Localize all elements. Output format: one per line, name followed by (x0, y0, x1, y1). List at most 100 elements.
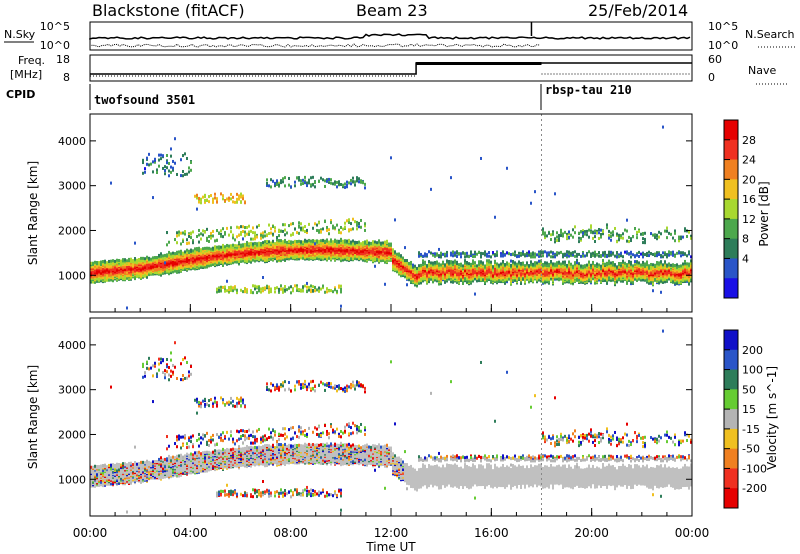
power-pixel (560, 228, 562, 232)
power-pixel (550, 255, 552, 259)
power-pixel (312, 183, 314, 187)
power-pixel (240, 195, 242, 199)
power-pixel (198, 228, 200, 232)
power-pixel (546, 234, 548, 238)
power-pixel (582, 234, 584, 238)
power-pixel (566, 236, 568, 240)
power-pixel (294, 180, 296, 184)
power-pixel (310, 290, 312, 294)
power-pixel (310, 183, 312, 187)
power-pixel (142, 171, 144, 175)
power-pixel (568, 250, 570, 254)
power-pixel (582, 229, 584, 233)
power-pixel (532, 251, 534, 255)
power-pixel (178, 230, 180, 234)
power-pixel (594, 250, 596, 254)
power-pixel (488, 259, 490, 263)
power-pixel (206, 236, 208, 240)
power-pixel (480, 255, 482, 259)
power-pixel (598, 251, 600, 255)
power-pixel (484, 250, 486, 254)
power-pixel (420, 263, 422, 267)
power-pixel (502, 252, 504, 256)
power-pixel (336, 185, 338, 189)
power-pixel (256, 291, 258, 295)
freq-unit-label: [MHz] (10, 68, 42, 81)
power-pixel (302, 178, 304, 182)
power-pixel (344, 221, 346, 225)
power-pixel (314, 239, 316, 243)
power-pixel (238, 241, 240, 245)
power-pixel (238, 233, 240, 237)
power-pixel (342, 239, 344, 243)
power-pixel (184, 250, 186, 254)
power-pixel (454, 253, 456, 257)
power-pixel (486, 254, 488, 258)
power-pixel (586, 229, 588, 233)
power-pixel (266, 233, 268, 237)
power-pixel (150, 257, 152, 261)
power-pixel (364, 240, 366, 244)
power-pixel (262, 289, 264, 293)
power-pixel (284, 223, 286, 227)
power-pixel (160, 252, 162, 256)
power-pixel (158, 153, 160, 157)
power-pixel (230, 192, 232, 196)
power-pixel (296, 231, 298, 235)
power-pixel (210, 247, 212, 251)
power-pixel (542, 232, 544, 236)
power-pixel (190, 160, 192, 164)
power-pixel (326, 228, 328, 232)
power-pixel (520, 253, 522, 257)
power-pixel (322, 178, 324, 182)
power-pixel (164, 253, 166, 257)
power-pixel (228, 286, 230, 290)
power-pixel (210, 236, 212, 240)
power-pixel (356, 227, 358, 231)
power-pixel (198, 246, 200, 250)
power-pixel (344, 185, 346, 189)
power-pixel (186, 238, 188, 242)
power-pixel (480, 251, 482, 255)
power-pixel (424, 252, 426, 256)
power-pixel (116, 258, 118, 262)
power-pixel (182, 251, 184, 255)
power-pixel (238, 197, 240, 201)
power-pixel (568, 252, 570, 256)
power-pixel (202, 247, 204, 251)
power-pixel (180, 158, 182, 162)
power-pixel (544, 231, 546, 235)
power-pixel (290, 222, 292, 226)
power-pixel (184, 230, 186, 234)
power-pixel (572, 228, 574, 232)
power-pixel (104, 259, 106, 263)
power-pixel (474, 261, 476, 265)
power-pixel (566, 255, 568, 259)
power-pixel (144, 167, 146, 171)
power-pixel (460, 262, 462, 266)
power-pixel (166, 159, 168, 163)
power-pixel (478, 250, 480, 254)
power-pixel (458, 252, 460, 256)
power-pixel (560, 262, 562, 266)
power-pixel (152, 160, 154, 164)
power-pixel (528, 250, 530, 254)
power-pixel (606, 261, 608, 265)
power-pixel (524, 264, 526, 268)
power-pixel (476, 264, 478, 268)
power-pixel (444, 254, 446, 258)
power-pixel (392, 248, 394, 252)
power-pixel (374, 240, 376, 244)
power-pixel (188, 166, 190, 170)
power-pixel (578, 236, 580, 240)
power-pixel (530, 252, 532, 256)
power-pixel (542, 254, 544, 258)
power-pixel (294, 184, 296, 188)
power-pixel (546, 261, 548, 265)
power-pixel (302, 182, 304, 186)
power-pixel (536, 253, 538, 257)
power-pixel (528, 253, 530, 257)
power-pixel (592, 253, 594, 257)
power-pixel (328, 232, 330, 236)
power-pixel (196, 207, 198, 211)
